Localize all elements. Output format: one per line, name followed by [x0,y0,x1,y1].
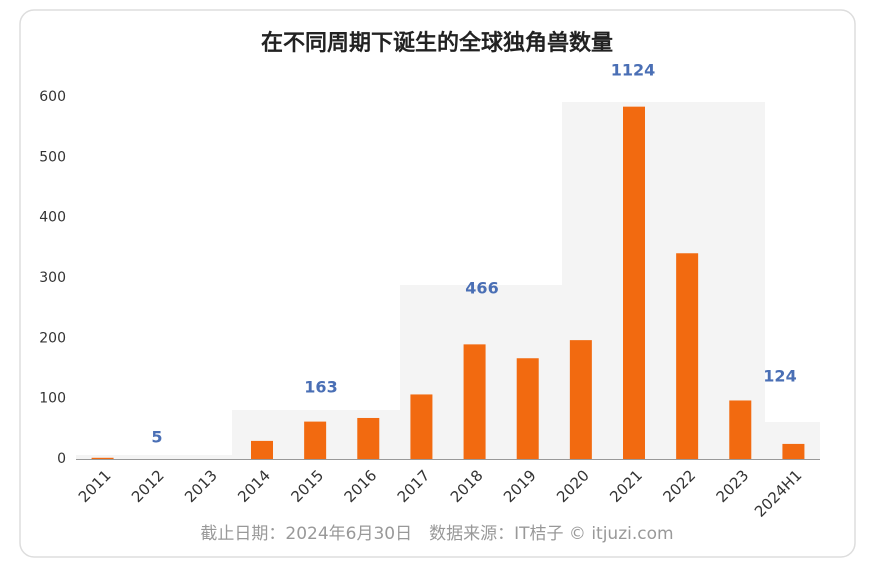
y-tick-label: 500 [39,149,66,165]
bar [623,106,645,460]
annotation: 124 [763,367,796,386]
annotation: 5 [151,428,162,447]
y-tick-label: 0 [57,451,66,467]
y-tick-label: 300 [39,270,66,286]
annotation: 1124 [611,61,656,80]
annotation: 163 [304,378,337,397]
bar [91,457,114,459]
chart-title: 在不同周期下诞生的全球独角兽数量 [261,30,613,56]
y-tick-label: 600 [39,89,66,105]
bar [569,340,592,459]
bar [304,421,327,459]
source-note: 截止日期：2024年6月30日 数据来源：IT桔子 © itjuzi.com [200,524,673,544]
bar [251,440,273,459]
y-tick-label: 200 [39,330,66,346]
y-tick-label: 400 [39,210,66,226]
bar [729,400,752,459]
bar [463,344,486,459]
bar [676,253,699,459]
bar [357,417,380,459]
annotation: 466 [465,279,498,298]
bar [410,394,433,459]
bar [516,358,539,459]
bar [782,443,805,459]
y-tick-label: 100 [39,391,66,407]
